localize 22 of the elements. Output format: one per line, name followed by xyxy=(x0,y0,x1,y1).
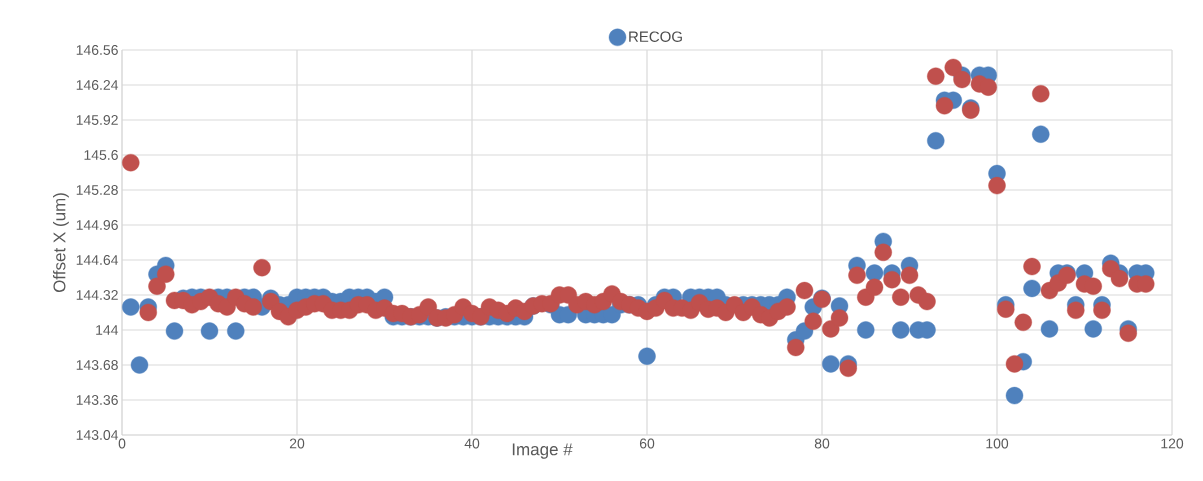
y-tick-label: 145.6 xyxy=(84,150,118,160)
x-tick-label: 40 xyxy=(464,438,480,449)
x-tick-label: 100 xyxy=(986,438,1009,449)
y-tick-label: 143.36 xyxy=(76,395,118,405)
y-tick-label: 143.68 xyxy=(76,360,118,370)
x-tick-label: 120 xyxy=(1161,438,1184,449)
y-tick-label: 144 xyxy=(96,325,119,335)
y-tick-label: 143.04 xyxy=(76,430,119,440)
x-tick-label: 0 xyxy=(118,438,126,449)
x-axis-title: Image # xyxy=(512,443,573,459)
y-tick-label: 144.64 xyxy=(76,255,119,265)
x-tick-label: 80 xyxy=(814,438,830,449)
y-axis-title: Offset X (um) xyxy=(53,193,69,293)
y-tick-label: 145.92 xyxy=(76,115,118,125)
y-tick-label: 144.32 xyxy=(76,290,118,300)
y-tick-label: 144.96 xyxy=(76,220,118,230)
y-tick-label: 146.56 xyxy=(76,45,118,55)
x-tick-label: 20 xyxy=(289,438,305,449)
legend-label: RECOG xyxy=(629,31,682,42)
x-tick-label: 60 xyxy=(639,438,655,449)
y-tick-label: 145.28 xyxy=(76,185,118,195)
y-tick-label: 146.24 xyxy=(76,80,119,90)
